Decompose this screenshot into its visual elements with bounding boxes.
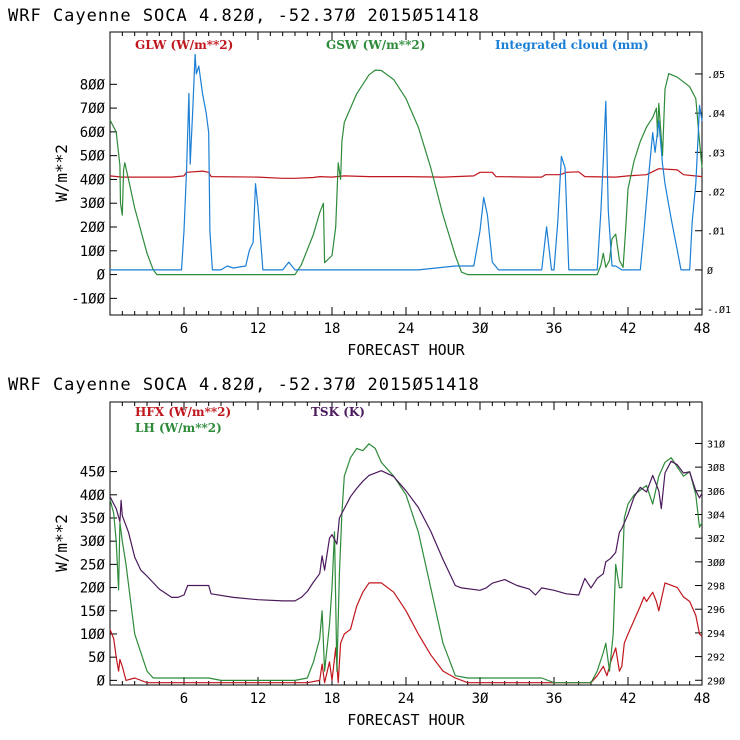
top-y2tick-label-0: -.Ø1 — [707, 304, 731, 316]
bottom-ytick-label-7: 35Ø — [80, 511, 106, 527]
bottom-ytick-label-3: 15Ø — [80, 604, 106, 620]
top-xtick-label-2: 18 — [324, 321, 341, 337]
bottom-xtick-label-6: 42 — [620, 691, 637, 707]
top-ytick-label-3: 2ØØ — [80, 220, 106, 236]
bottom-y2tick-label-0: 29Ø — [707, 675, 725, 687]
bottom-series-line-2 — [109, 460, 703, 602]
bottom-y2tick-label-10: 31Ø — [707, 438, 725, 450]
bottom-xtick-label-5: 36 — [546, 691, 563, 707]
top-y2tick-label-2: .Ø1 — [707, 226, 725, 238]
panel-bottom-right-axis: 29Ø 292 294 296 298 3ØØ 3Ø2 3Ø4 3Ø6 3Ø8 31Ø — [695, 438, 725, 687]
bottom-y2tick-label-6: 3Ø2 — [707, 533, 725, 545]
panel-bottom: WRF Cayenne SOCA 4.82Ø, -52.37Ø 2015Ø514… — [8, 375, 725, 729]
top-y2tick-label-3: .Ø2 — [707, 187, 725, 199]
top-xtick-label-5: 36 — [546, 321, 563, 337]
bottom-ytick-label-9: 45Ø — [80, 465, 106, 481]
bottom-series-line-0 — [109, 582, 703, 684]
panel-top-title: WRF Cayenne SOCA 4.82Ø, -52.37Ø 2015Ø514… — [8, 6, 480, 26]
top-y2tick-label-1: Ø — [707, 265, 713, 277]
panel-bottom-ylabel: W/m**2 — [52, 514, 71, 572]
top-series-line-2 — [110, 53, 703, 271]
top-y2tick-label-5: .Ø4 — [707, 108, 725, 120]
panel-bottom-frame — [109, 401, 703, 686]
bottom-xtick-label-0: 6 — [180, 691, 188, 707]
top-ytick-label-4: 3ØØ — [80, 196, 106, 212]
top-ytick-label-2: 1ØØ — [80, 244, 106, 260]
top-ytick-label-6: 5ØØ — [80, 149, 106, 165]
bottom-ytick-label-8: 4ØØ — [80, 488, 106, 504]
bottom-xtick-label-3: 24 — [398, 691, 415, 707]
panel-top-x-axis: 6 12 18 24 3Ø 36 42 48 — [121, 32, 711, 337]
panel-top-ylabel: W/m**2 — [52, 144, 71, 202]
bottom-ytick-label-0: Ø — [97, 673, 106, 689]
top-xtick-label-0: 6 — [180, 321, 188, 337]
bottom-y2tick-label-3: 296 — [707, 605, 725, 616]
top-ytick-label-7: 6ØØ — [80, 125, 106, 141]
bottom-ytick-label-2: 1ØØ — [80, 627, 106, 643]
bottom-y2tick-label-4: 298 — [707, 582, 725, 593]
bottom-ytick-label-6: 3ØØ — [80, 534, 106, 550]
top-y2tick-label-6: .Ø5 — [707, 69, 725, 81]
top-ytick-label-8: 7ØØ — [80, 101, 106, 117]
legend-lh: LH (W/m**2) — [135, 421, 222, 435]
top-ytick-label-9: 8ØØ — [80, 77, 106, 93]
bottom-ytick-label-5: 25Ø — [80, 557, 106, 573]
bottom-y2tick-label-7: 3Ø4 — [707, 509, 725, 521]
top-xtick-label-7: 48 — [694, 321, 711, 337]
bottom-xtick-label-7: 48 — [694, 691, 711, 707]
top-ytick-label-0: -1ØØ — [71, 291, 105, 307]
panel-bottom-x-axis: 6 12 18 24 3Ø 36 42 48 — [121, 402, 711, 707]
panel-top-right-axis: -.Ø1 Ø .Ø1 .Ø2 .Ø3 .Ø4 .Ø5 — [695, 69, 731, 316]
bottom-y2tick-label-2: 294 — [707, 629, 725, 640]
bottom-xtick-label-4: 3Ø — [472, 691, 489, 707]
bottom-y2tick-label-8: 3Ø6 — [707, 486, 725, 498]
bottom-y2tick-label-1: 292 — [707, 653, 725, 664]
legend-gsw: GSW (W/m**2) — [326, 38, 425, 52]
panel-bottom-series — [109, 443, 703, 684]
top-xtick-label-3: 24 — [398, 321, 415, 337]
panel-top-series — [109, 53, 703, 276]
bottom-ytick-label-1: 5Ø — [88, 650, 105, 666]
top-xtick-label-4: 3Ø — [472, 321, 489, 337]
legend-hfx: HFX (W/m**2) — [135, 405, 231, 419]
top-xtick-label-1: 12 — [250, 321, 267, 337]
bottom-y2tick-label-5: 3ØØ — [707, 557, 725, 569]
bottom-ytick-label-4: 2ØØ — [80, 581, 106, 597]
panel-bottom-xlabel: FORECAST HOUR — [347, 711, 465, 729]
bottom-y2tick-label-9: 3Ø8 — [707, 462, 725, 474]
panel-top-y-axis: -1ØØ Ø 1ØØ 2ØØ 3ØØ 4ØØ 5ØØ 6ØØ 7ØØ 8ØØ — [71, 77, 117, 307]
panel-top-frame — [109, 31, 703, 316]
top-y2tick-label-4: .Ø3 — [707, 147, 725, 159]
panel-bottom-title: WRF Cayenne SOCA 4.82Ø, -52.37Ø 2015Ø514… — [8, 375, 480, 395]
legend-tsk: TSK (K) — [311, 405, 365, 419]
panel-top-xlabel: FORECAST HOUR — [347, 341, 465, 359]
top-series-line-0 — [109, 168, 703, 179]
top-series-line-1 — [109, 69, 703, 276]
bottom-xtick-label-1: 12 — [250, 691, 267, 707]
panel-bottom-y-axis: Ø 5Ø 1ØØ 15Ø 2ØØ 25Ø 3ØØ 35Ø 4ØØ 45Ø — [80, 465, 117, 689]
legend-glw: GLW (W/m**2) — [135, 38, 233, 52]
bottom-series-line-1 — [109, 443, 703, 684]
top-xtick-label-6: 42 — [620, 321, 637, 337]
legend-integrated-cloud: Integrated cloud (mm) — [495, 38, 649, 52]
top-ytick-label-1: Ø — [97, 268, 106, 284]
panel-top: WRF Cayenne SOCA 4.82Ø, -52.37Ø 2015Ø514… — [8, 6, 731, 359]
bottom-xtick-label-2: 18 — [324, 691, 341, 707]
top-ytick-label-5: 4ØØ — [80, 172, 106, 188]
